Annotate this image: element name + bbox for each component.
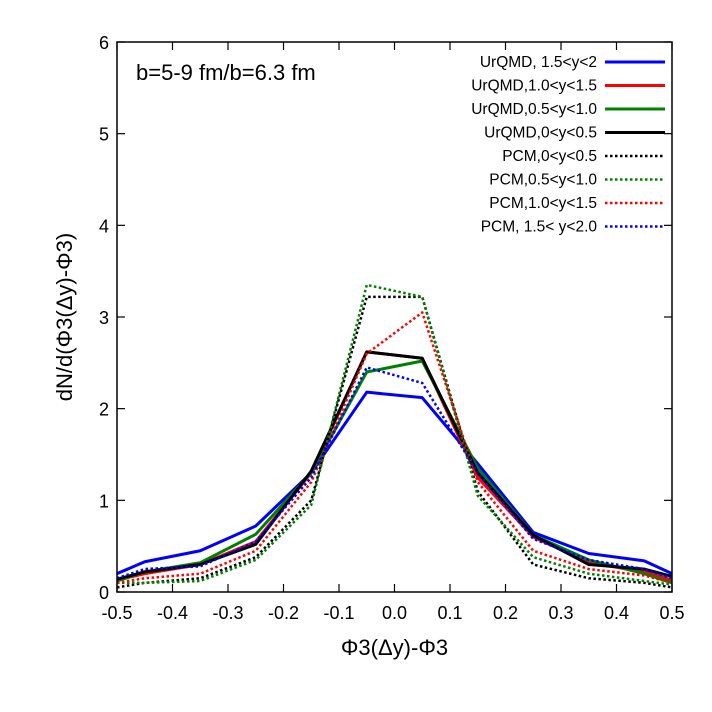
y-tick-label-4: 4	[99, 216, 109, 236]
legend-label-1: UrQMD,1.0<y<1.5	[471, 78, 597, 95]
x-tick-label-1: -0.4	[157, 603, 188, 623]
series-line-3	[116, 350, 673, 581]
axis-ticks	[116, 41, 673, 593]
y-tick-label-1: 1	[99, 491, 109, 511]
plot-lines	[116, 283, 673, 589]
series-line-6	[116, 311, 673, 585]
legend-label-2: UrQMD,0.5<y<1.0	[471, 101, 597, 118]
legend-label-3: UrQMD,0<y<0.5	[484, 125, 597, 142]
y-tick-label-0: 0	[99, 583, 109, 603]
legend-label-7: PCM, 1.5< y<2.0	[481, 219, 598, 236]
x-tick-label-10: 0.5	[659, 603, 684, 623]
legend-label-5: PCM,0.5<y<1.0	[489, 172, 597, 189]
y-tick-label-2: 2	[99, 400, 109, 420]
x-tick-label-3: -0.2	[268, 603, 299, 623]
legend-label-6: PCM,1.0<y<1.5	[489, 195, 597, 212]
x-tick-label-4: -0.1	[323, 603, 354, 623]
x-tick-label-0: -0.5	[101, 603, 132, 623]
series-line-5	[117, 283, 673, 586]
legend-label-0: UrQMD, 1.5<y<2	[480, 54, 597, 71]
chart-annotation: b=5-9 fm/b=6.3 fm	[136, 60, 316, 85]
series-line-7	[116, 366, 673, 580]
x-tick-label-7: 0.2	[493, 603, 518, 623]
x-tick-label-8: 0.3	[548, 603, 573, 623]
y-tick-label-5: 5	[99, 125, 109, 145]
y-tick-label-6: 6	[99, 33, 109, 53]
x-axis-label: Φ3(Δy)-Φ3	[341, 635, 448, 660]
axis-tick-labels: -0.5 -0.4 -0.3 -0.2 -0.1 0.0 0.1 0.2 0.3 0.4 0.5 0 1…	[99, 33, 685, 623]
x-tick-label-2: -0.3	[212, 603, 243, 623]
y-axis-label: dN/d(Φ3(Δy)-Φ3)	[52, 233, 77, 401]
series-line-1	[116, 350, 673, 582]
legend-label-4: PCM,0<y<0.5	[502, 148, 597, 165]
x-tick-label-6: 0.1	[437, 603, 462, 623]
x-tick-label-5: 0.0	[382, 603, 407, 623]
series-line-0	[116, 390, 673, 576]
legend: UrQMD, 1.5<y<2 UrQMD,1.0<y<1.5 UrQMD,0.5<y…	[471, 54, 665, 236]
x-tick-label-9: 0.4	[604, 603, 629, 623]
y-tick-label-3: 3	[99, 308, 109, 328]
series-line-4	[116, 295, 673, 589]
